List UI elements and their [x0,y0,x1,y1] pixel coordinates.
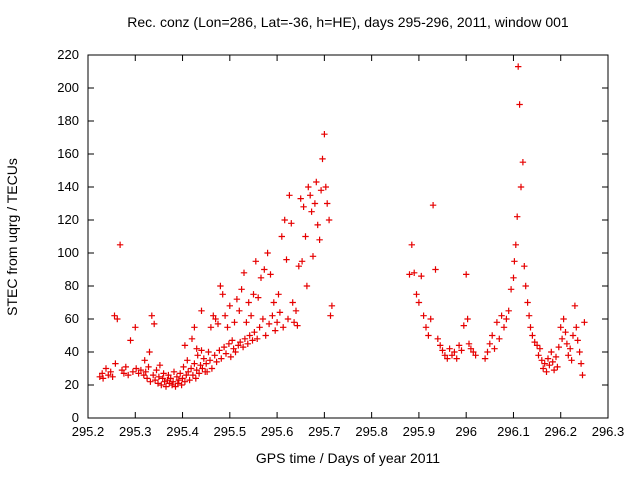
y-tick-label: 200 [57,80,79,95]
x-tick-label: 296.1 [497,424,530,439]
y-tick-label: 100 [57,245,79,260]
scatter-points [96,63,588,390]
y-tick-label: 120 [57,212,79,227]
y-tick-label: 60 [65,311,79,326]
x-tick-label: 295.7 [308,424,341,439]
y-axis-label: STEC from uqrg / TECUs [4,158,20,316]
plot-frame [87,54,609,419]
x-axis-label: GPS time / Days of year 2011 [256,450,440,466]
x-tick-label: 296.2 [544,424,577,439]
y-tick-label: 160 [57,146,79,161]
chart-title: Rec. conz (Lon=286, Lat=-36, h=HE), days… [127,14,569,30]
x-tick-label: 296.3 [592,424,625,439]
scatter-marker-path [96,63,588,390]
y-tick-label: 220 [57,47,79,62]
x-tick-label: 296 [455,424,477,439]
x-tick-label: 295.6 [261,424,294,439]
y-tick-label: 40 [65,344,79,359]
axis-ticks: 295.2 295.3 295.4 295.5 295.6 295.7 295.8 295.9… [57,47,624,439]
x-tick-label: 295.5 [214,424,247,439]
plot-border [87,54,609,419]
x-tick-label: 295.4 [166,424,199,439]
x-tick-label: 295.2 [72,424,105,439]
x-tick-label: 295.8 [355,424,388,439]
y-tick-label: 140 [57,179,79,194]
x-tick-label: 295.9 [403,424,436,439]
y-tick-label: 180 [57,113,79,128]
y-tick-label: 0 [72,410,79,425]
y-tick-label: 80 [65,278,79,293]
x-tick-label: 295.3 [119,424,152,439]
y-tick-label: 20 [65,377,79,392]
